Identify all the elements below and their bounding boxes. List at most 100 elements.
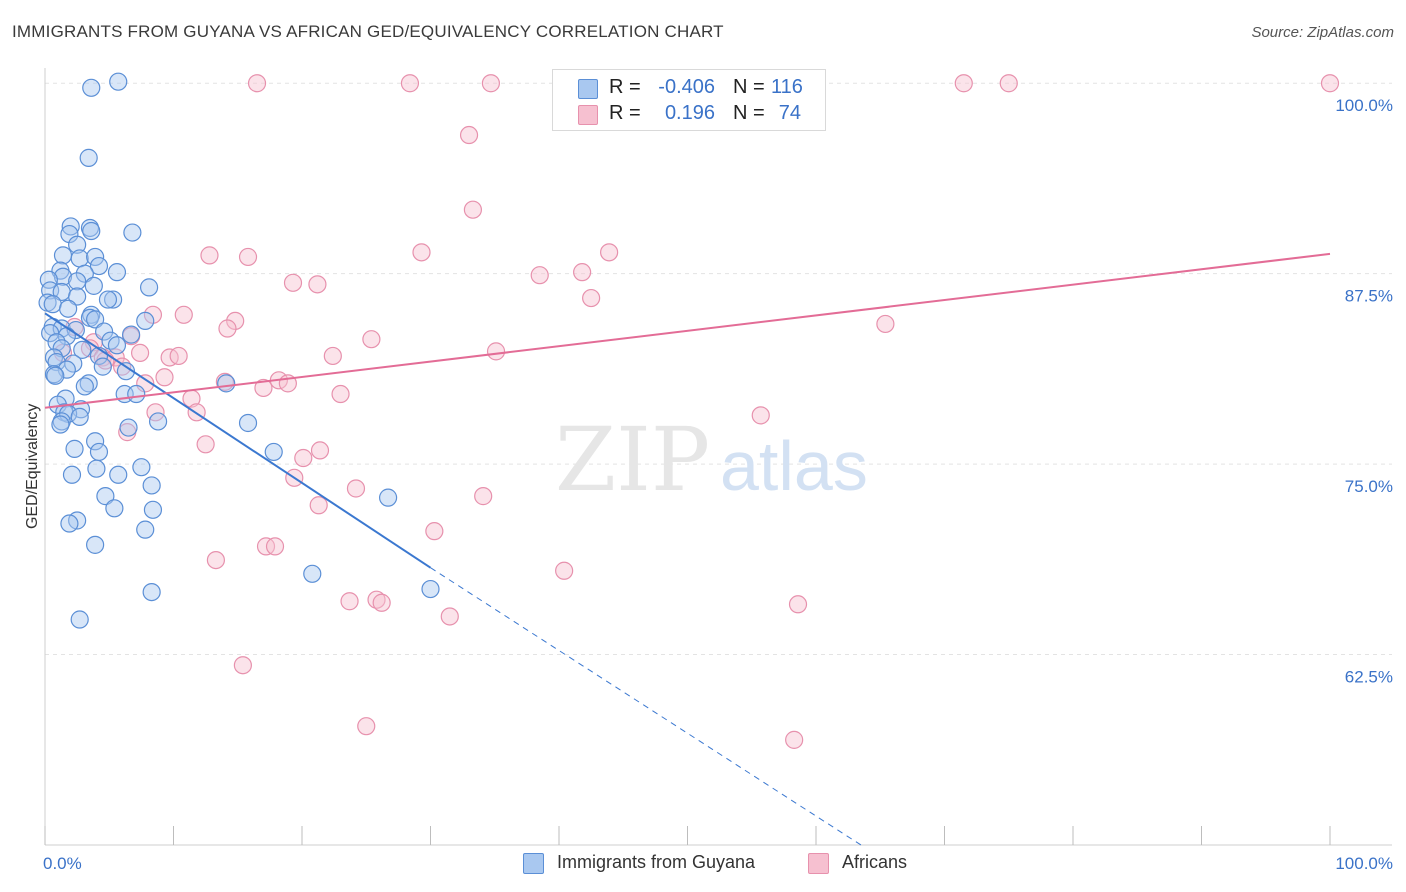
africans-legend-swatch bbox=[808, 853, 829, 874]
guyana-point bbox=[109, 465, 128, 484]
guyana-point bbox=[70, 249, 89, 268]
watermark: ZIP atlas bbox=[555, 408, 868, 511]
guyana-point bbox=[109, 72, 128, 91]
africans-point bbox=[459, 125, 479, 145]
africans-point bbox=[999, 74, 1018, 93]
africans-point bbox=[362, 330, 381, 349]
points-layer bbox=[38, 72, 1340, 749]
africans-point bbox=[310, 441, 330, 460]
africans-point bbox=[582, 288, 601, 308]
africans-point bbox=[474, 487, 493, 506]
guyana-point bbox=[104, 290, 123, 309]
guyana-point bbox=[53, 246, 73, 265]
guyana-point bbox=[89, 256, 109, 276]
africans-point bbox=[233, 656, 252, 675]
guyana-point bbox=[132, 458, 151, 477]
africans-point bbox=[265, 537, 285, 556]
guyana-point bbox=[60, 514, 79, 533]
guyana-point bbox=[264, 442, 283, 462]
guyana-point bbox=[127, 384, 146, 404]
guyana-point bbox=[82, 78, 101, 97]
n-value: 74 bbox=[778, 102, 801, 124]
guyana-point bbox=[142, 476, 161, 495]
guyana-point bbox=[70, 610, 89, 629]
africans-point bbox=[308, 275, 327, 294]
x-tick-label: 0.0% bbox=[43, 854, 82, 873]
africans-point bbox=[254, 378, 273, 398]
africans-point bbox=[196, 435, 215, 454]
y-tick-label: 75.0% bbox=[1345, 477, 1393, 496]
guyana-trend-line bbox=[44, 312, 432, 569]
y-tick-label: 100.0% bbox=[1335, 96, 1393, 115]
guyana-trend-extension bbox=[430, 567, 862, 846]
r-label: R = bbox=[609, 76, 641, 98]
guyana-point bbox=[143, 500, 163, 519]
africans-point bbox=[876, 314, 895, 334]
guyana-point bbox=[80, 218, 100, 238]
guyana-point bbox=[86, 535, 105, 554]
watermark-zip: ZIP bbox=[555, 408, 710, 511]
africans-point bbox=[160, 348, 179, 367]
guyana-point bbox=[123, 223, 142, 242]
r-value: 0.196 bbox=[664, 102, 715, 124]
africans-point bbox=[155, 368, 174, 387]
guyana-point bbox=[61, 217, 80, 236]
guyana-point bbox=[75, 377, 94, 396]
africans-point bbox=[283, 273, 303, 292]
guyana-point bbox=[93, 357, 112, 376]
pink-swatch bbox=[578, 105, 598, 125]
guyana-point bbox=[68, 287, 87, 306]
africans-point bbox=[130, 343, 150, 362]
guyana-point bbox=[303, 564, 322, 583]
guyana-point bbox=[142, 582, 161, 602]
africans-point bbox=[573, 263, 592, 282]
guyana-point bbox=[107, 263, 127, 282]
africans-point bbox=[218, 319, 237, 338]
guyana-point bbox=[68, 235, 87, 254]
africans-point bbox=[785, 730, 804, 749]
africans-point bbox=[412, 243, 431, 262]
guyana-legend-swatch bbox=[523, 853, 544, 874]
guyana-point bbox=[52, 339, 71, 358]
africans-point bbox=[294, 448, 313, 468]
africans-point bbox=[169, 346, 188, 366]
guyana-point bbox=[66, 320, 85, 340]
guyana-point bbox=[52, 412, 71, 431]
africans-point bbox=[954, 74, 973, 93]
n-value: 116 bbox=[771, 76, 803, 98]
guyana-point bbox=[136, 520, 155, 539]
guyana-point bbox=[136, 311, 155, 331]
x-tick-label: 100.0% bbox=[1335, 854, 1393, 873]
guyana-point bbox=[119, 418, 138, 437]
guyana-point bbox=[217, 374, 236, 393]
africans-point bbox=[1320, 74, 1340, 93]
guyana-point bbox=[238, 413, 258, 433]
africans-point bbox=[372, 593, 391, 612]
guyana-point bbox=[79, 148, 98, 167]
guyana-point bbox=[65, 439, 84, 458]
y-tick-label: 62.5% bbox=[1345, 668, 1393, 687]
africans-point bbox=[788, 595, 808, 614]
guyana-point bbox=[95, 322, 114, 341]
n-label: N = bbox=[733, 102, 765, 124]
guyana-point bbox=[43, 295, 62, 314]
africans-legend-label: Africans bbox=[842, 852, 908, 872]
n-label: N = bbox=[733, 76, 765, 98]
africans-point bbox=[440, 607, 459, 626]
africans-point bbox=[247, 74, 267, 93]
guyana-point bbox=[86, 247, 105, 267]
africans-point bbox=[530, 266, 549, 285]
africans-point bbox=[331, 384, 350, 404]
watermark-atlas: atlas bbox=[720, 427, 868, 505]
guyana-legend-label: Immigrants from Guyana bbox=[557, 852, 756, 872]
africans-point bbox=[425, 522, 444, 541]
guyana-point bbox=[86, 310, 105, 329]
guyana-point bbox=[105, 499, 124, 518]
africans-point bbox=[238, 247, 258, 267]
guyana-point bbox=[62, 465, 82, 484]
africans-point bbox=[481, 74, 500, 93]
guyana-point bbox=[70, 407, 89, 426]
africans-point bbox=[174, 305, 193, 324]
guyana-point bbox=[96, 487, 115, 506]
guyana-point bbox=[421, 579, 440, 599]
